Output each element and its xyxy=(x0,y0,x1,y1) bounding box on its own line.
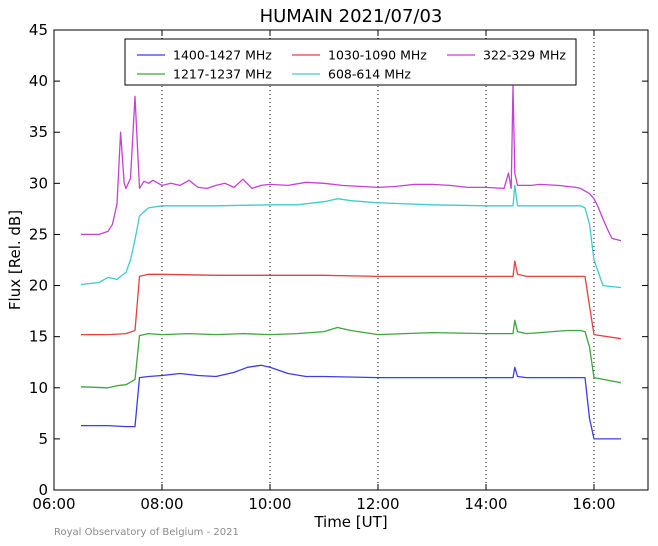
y-tick-label: 25 xyxy=(29,225,48,243)
series-group xyxy=(80,85,622,440)
vertical-grid-lines xyxy=(161,30,595,490)
y-axis: 0 5 10 15 20 25 30 35 40 45 xyxy=(29,21,648,499)
y-axis-label: Flux [Rel. dB] xyxy=(6,210,24,310)
y-tick-label: 10 xyxy=(29,379,48,397)
series-line-322-329-mhz xyxy=(81,85,622,242)
y-tick-label: 35 xyxy=(29,123,48,141)
y-tick-label: 40 xyxy=(29,72,48,90)
legend: 1400-1427 MHz 1217-1237 MHz 1030-1090 MHz 6… xyxy=(124,38,577,86)
y-tick-label: 45 xyxy=(29,21,48,39)
x-axis: 06:00 08:00 10:00 12:00 14:00 16:00 xyxy=(32,30,616,513)
x-axis-label: Time [UT] xyxy=(313,513,387,531)
x-tick-label: 16:00 xyxy=(572,495,615,513)
x-tick-label: 12:00 xyxy=(356,495,399,513)
y-tick-label: 15 xyxy=(29,328,48,346)
legend-label: 322-329 MHz xyxy=(483,48,566,63)
x-tick-label: 10:00 xyxy=(248,495,291,513)
series-line-1400-1427-mhz xyxy=(81,364,621,440)
y-tick-label: 20 xyxy=(29,277,48,295)
x-tick-label: 08:00 xyxy=(140,495,183,513)
legend-label: 608-614 MHz xyxy=(328,67,411,82)
series-line-608-614-mhz xyxy=(80,184,622,289)
y-tick-label: 5 xyxy=(38,430,48,448)
series-line-1217-1237-mhz xyxy=(80,319,622,389)
y-tick-label: 0 xyxy=(38,481,48,499)
chart-title: HUMAIN 2021/07/03 xyxy=(260,6,443,27)
plot-area: 06:00 08:00 10:00 12:00 14:00 16:00 0 5 10 15 20 2… xyxy=(29,21,649,513)
x-tick-label: 14:00 xyxy=(464,495,507,513)
legend-label: 1400-1427 MHz xyxy=(173,48,272,63)
legend-label: 1030-1090 MHz xyxy=(328,48,427,63)
x-tick-label: 06:00 xyxy=(32,495,75,513)
legend-box xyxy=(124,38,577,86)
series-line-1030-1090-mhz xyxy=(81,260,622,340)
y-tick-label: 30 xyxy=(29,174,48,192)
plot-frame xyxy=(53,29,649,491)
legend-label: 1217-1237 MHz xyxy=(173,67,272,82)
footer-credit: Royal Observatory of Belgium - 2021 xyxy=(54,527,239,538)
